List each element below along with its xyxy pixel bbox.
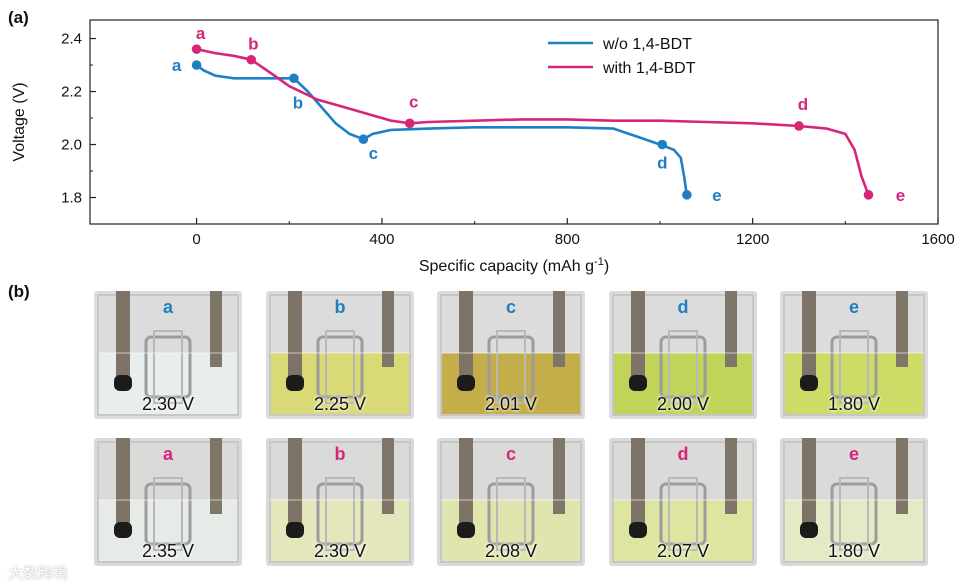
data-point-a <box>191 60 202 70</box>
data-point-b <box>289 73 299 84</box>
data-point-c <box>358 134 369 145</box>
series-line-without-bdt <box>195 63 689 196</box>
photo-voltage: 2.00 V <box>656 394 710 414</box>
cell-photo-without-bdt-a: a 2.30 V <box>94 291 242 419</box>
point-label-b: b <box>293 93 303 112</box>
cell-photo-with-bdt-a: a 2.35 V <box>94 438 242 566</box>
photo-voltage: 2.01 V <box>484 394 538 414</box>
x-axis-label: Specific capacity (mAh g-1) <box>419 256 609 275</box>
point-label-a: a <box>196 24 206 43</box>
photo-letter: b <box>334 297 346 317</box>
x-tick-label: 1600 <box>921 231 954 248</box>
photo-letter: c <box>505 297 516 317</box>
photo-letter: b <box>334 444 346 464</box>
x-tick-label: 800 <box>555 231 580 248</box>
cell-illustration <box>269 291 411 416</box>
legend-entry: with 1,4-BDT <box>602 60 696 77</box>
cell-photo-with-bdt-d: d 2.07 V <box>609 438 757 566</box>
photo-letter: c <box>505 444 516 464</box>
photo-letter: d <box>677 297 689 317</box>
photo-letter: d <box>677 444 689 464</box>
x-tick-label: 0 <box>192 231 200 248</box>
cell-photo-without-bdt-c: c 2.01 V <box>437 291 585 419</box>
cell-photo-with-bdt-c: c 2.08 V <box>437 438 585 566</box>
point-label-b: b <box>248 35 258 54</box>
photo-letter: a <box>162 297 173 317</box>
point-label-e: e <box>896 186 905 205</box>
cell-photo-without-bdt-e: e 1.80 V <box>780 291 928 419</box>
y-tick-label: 2.4 <box>61 31 82 48</box>
legend-entry: w/o 1,4-BDT <box>602 36 692 53</box>
y-tick-label: 2.0 <box>61 137 82 154</box>
point-label-d: d <box>657 154 667 173</box>
panel-b-label: (b) <box>8 282 30 301</box>
data-point-a <box>191 44 202 54</box>
photo-voltage: 2.25 V <box>313 394 367 414</box>
cell-illustration <box>612 291 754 416</box>
plot-frame <box>89 19 939 225</box>
photo-letter: e <box>848 297 859 317</box>
data-point-e <box>682 190 692 200</box>
photo-letter: a <box>162 444 173 464</box>
y-tick-label: 1.8 <box>61 190 82 207</box>
point-label-a: a <box>172 56 182 75</box>
photo-voltage: 2.30 V <box>313 541 367 561</box>
point-label-e: e <box>712 186 721 205</box>
watermark: 大数跨境 <box>8 565 69 582</box>
photo-voltage: 1.80 V <box>827 394 881 414</box>
panel-a-label: (a) <box>8 8 29 27</box>
photo-voltage: 2.35 V <box>141 541 195 561</box>
cell-illustration <box>612 438 754 563</box>
cell-illustration <box>97 291 239 416</box>
photo-voltage: 2.08 V <box>484 541 538 561</box>
cell-photo-without-bdt-b: b 2.25 V <box>266 291 414 419</box>
y-axis-label: Voltage (V) <box>11 82 28 161</box>
data-point-d <box>657 139 668 150</box>
point-label-c: c <box>409 92 418 111</box>
photo-voltage: 2.30 V <box>141 394 195 414</box>
data-point-b <box>246 54 257 65</box>
series-line-with-bdt <box>196 47 870 196</box>
cell-illustration <box>269 438 411 563</box>
x-tick-label: 400 <box>369 231 394 248</box>
data-point-e <box>863 190 874 200</box>
y-tick-label: 2.2 <box>61 84 82 101</box>
x-tick-label: 1200 <box>736 231 769 248</box>
photo-voltage: 2.07 V <box>656 541 710 561</box>
photo-voltage: 1.80 V <box>827 541 881 561</box>
data-point-c <box>404 118 415 129</box>
cell-photo-with-bdt-e: e 1.80 V <box>780 438 928 566</box>
point-label-d: d <box>798 95 808 114</box>
cell-photo-without-bdt-d: d 2.00 V <box>609 291 757 419</box>
cell-illustration <box>783 438 925 563</box>
cell-illustration <box>783 291 925 416</box>
cell-photo-with-bdt-b: b 2.30 V <box>266 438 414 566</box>
cell-illustration <box>440 438 582 563</box>
voltage-chart: 0 400 800 1200 1600 1.8 2.0 2.2 2.4 Specific capa… <box>11 19 955 275</box>
point-label-c: c <box>369 144 378 163</box>
data-point-d <box>794 121 804 131</box>
photo-letter: e <box>848 444 859 464</box>
cell-illustration <box>440 291 582 416</box>
cell-illustration <box>97 438 239 563</box>
